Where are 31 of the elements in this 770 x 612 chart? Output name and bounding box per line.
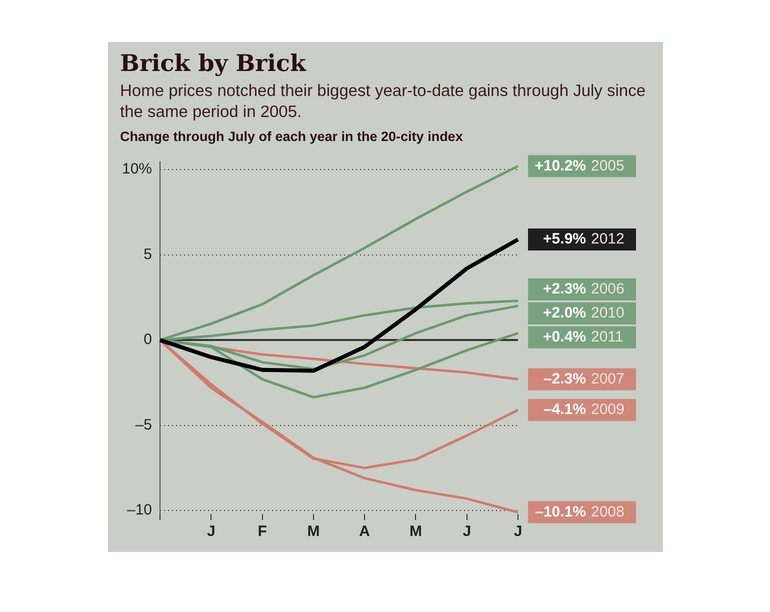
y-tick-label: 10% <box>122 160 152 178</box>
x-tick-label: J <box>462 523 472 540</box>
data-label: +10.2% <box>534 157 586 174</box>
y-tick-label: 5 <box>144 246 152 263</box>
data-label: –2.3% <box>543 370 586 388</box>
text: 2008 <box>591 503 624 520</box>
x-tick-label: J <box>206 523 216 540</box>
y-tick-label: 0 <box>144 331 152 348</box>
data-label: +2.3% <box>543 280 586 298</box>
data-label: –10.1% <box>535 503 586 520</box>
data-label: +2.0% <box>543 304 586 322</box>
x-tick-label: J <box>514 523 522 540</box>
chart-subtitle: Home prices notched their biggest year-to-date gains through July since the same period in 2005. <box>120 81 647 123</box>
data-label: +5.9% <box>543 230 586 248</box>
y-tick-label: –10 <box>126 502 152 519</box>
x-tick-label: M <box>307 523 320 540</box>
text: 2011 <box>591 328 624 346</box>
data-label: +0.4% <box>543 328 586 346</box>
chart-title: Brick by Brick <box>120 50 308 77</box>
data-label: –4.1% <box>543 401 586 418</box>
x-tick-label: F <box>258 523 267 540</box>
text: 2012 <box>591 230 624 248</box>
y-tick-label: –5 <box>135 416 152 434</box>
text: 2005 <box>591 157 624 174</box>
text: 2006 <box>591 280 624 298</box>
x-tick-label: M <box>409 523 422 540</box>
text: 2007 <box>591 370 624 388</box>
x-tick-label: A <box>359 523 370 540</box>
text: Change through July of each year in the 20-city index <box>120 129 464 144</box>
text: 2009 <box>591 401 624 418</box>
text: 2010 <box>591 304 624 322</box>
